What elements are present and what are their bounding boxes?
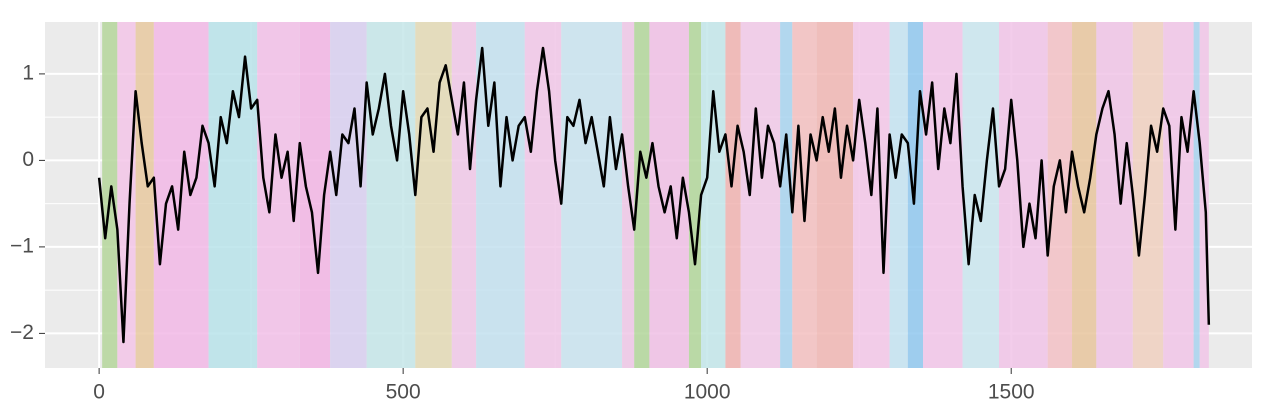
background-band (208, 22, 258, 368)
y-tick-label: −2 (10, 321, 34, 344)
background-band (366, 22, 416, 368)
background-band (415, 22, 452, 368)
x-tick-label: 0 (93, 381, 105, 404)
data-line (97, 46, 1211, 344)
background-band (725, 22, 741, 368)
background-band (1096, 22, 1133, 368)
background-band (1072, 22, 1097, 368)
background-band (1132, 22, 1164, 368)
background-band (999, 22, 1048, 368)
y-tick-label: 0 (22, 148, 34, 171)
background-band (962, 22, 1000, 368)
y-tick-label: −1 (10, 234, 34, 257)
background-band (1193, 22, 1200, 368)
background-band (524, 22, 562, 368)
background-band (816, 22, 854, 368)
background-band (257, 22, 300, 368)
background-band (701, 22, 726, 368)
background-band (688, 22, 702, 368)
background-band (451, 22, 477, 368)
x-tick-label: 500 (386, 381, 421, 404)
background-band (634, 22, 650, 368)
background-band (740, 22, 781, 368)
background-band (135, 22, 154, 368)
background-band (889, 22, 908, 368)
background-band (299, 22, 331, 368)
background-band (780, 22, 793, 368)
y-tick-label: 1 (22, 61, 34, 84)
background-band (117, 22, 136, 368)
x-tick-label: 1500 (988, 381, 1035, 404)
x-tick-label: 1000 (684, 381, 731, 404)
background-band (561, 22, 623, 368)
background-band (792, 22, 817, 368)
